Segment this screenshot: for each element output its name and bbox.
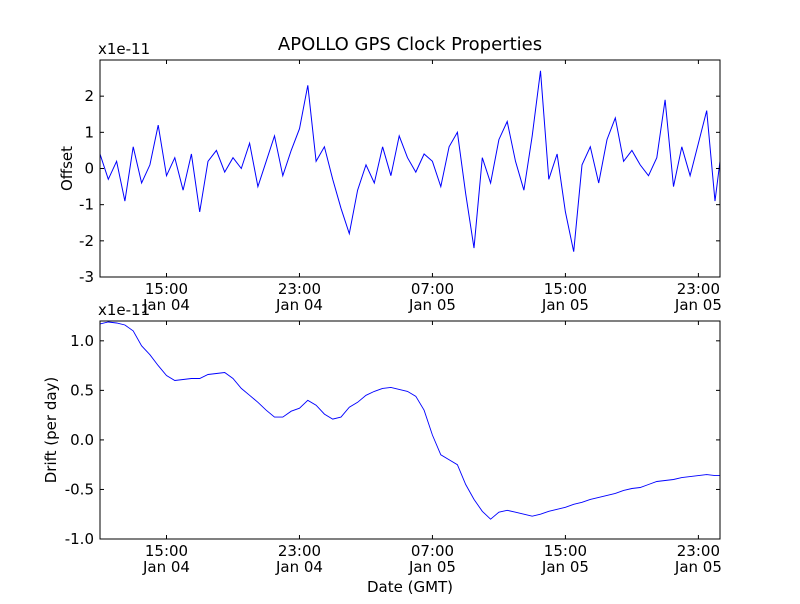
data-line-1	[100, 70, 720, 252]
x-tick-label-time: 23:00	[677, 280, 720, 298]
x-tick-label-date: Jan 04	[275, 296, 323, 314]
x-tick-label-time: 07:00	[411, 280, 454, 298]
x-tick-label-time: 15:00	[544, 280, 587, 298]
y-tick-label: 0.5	[70, 381, 94, 399]
y-tick-label: -3	[79, 268, 94, 286]
x-tick-label-time: 23:00	[677, 542, 720, 560]
x-tick-label-date: Jan 05	[408, 296, 456, 314]
x-tick-label-date: Jan 05	[408, 558, 456, 576]
x-tick-label-date: Jan 04	[142, 558, 190, 576]
y-tick-label: 0	[84, 160, 94, 178]
x-tick-label-time: 07:00	[411, 542, 454, 560]
x-tick-label-date: Jan 05	[674, 296, 722, 314]
x-axis-label: Date (GMT)	[367, 578, 453, 596]
x-tick-label-time: 15:00	[544, 542, 587, 560]
chart-title: APOLLO GPS Clock Properties	[278, 34, 542, 55]
y-tick-label: 2	[84, 87, 94, 105]
y-offset-text: x1e-11	[98, 40, 150, 58]
y-offset-text: x1e-11	[98, 301, 150, 319]
y-tick-label: 0.0	[70, 431, 94, 449]
y-axis-label: Offset	[58, 146, 76, 191]
y-tick-label: -1	[79, 196, 94, 214]
axes-frame	[99, 320, 721, 540]
x-tick-label-time: 15:00	[145, 542, 188, 560]
x-tick-label-date: Jan 05	[541, 296, 589, 314]
x-tick-label-time: 15:00	[145, 280, 188, 298]
y-tick-label: 1.0	[70, 332, 94, 350]
y-tick-label: -0.5	[65, 480, 94, 498]
y-tick-label: 1	[84, 123, 94, 141]
x-tick-label-date: Jan 05	[541, 558, 589, 576]
x-tick-label-date: Jan 04	[275, 558, 323, 576]
y-tick-label: -2	[79, 232, 94, 250]
x-tick-label-time: 23:00	[278, 542, 321, 560]
x-tick-label-time: 23:00	[278, 280, 321, 298]
y-tick-label: -1.0	[65, 530, 94, 548]
x-tick-label-date: Jan 04	[142, 296, 190, 314]
x-tick-label-date: Jan 05	[674, 558, 722, 576]
data-line-1	[100, 321, 720, 520]
y-axis-label: Drift (per day)	[42, 377, 60, 484]
